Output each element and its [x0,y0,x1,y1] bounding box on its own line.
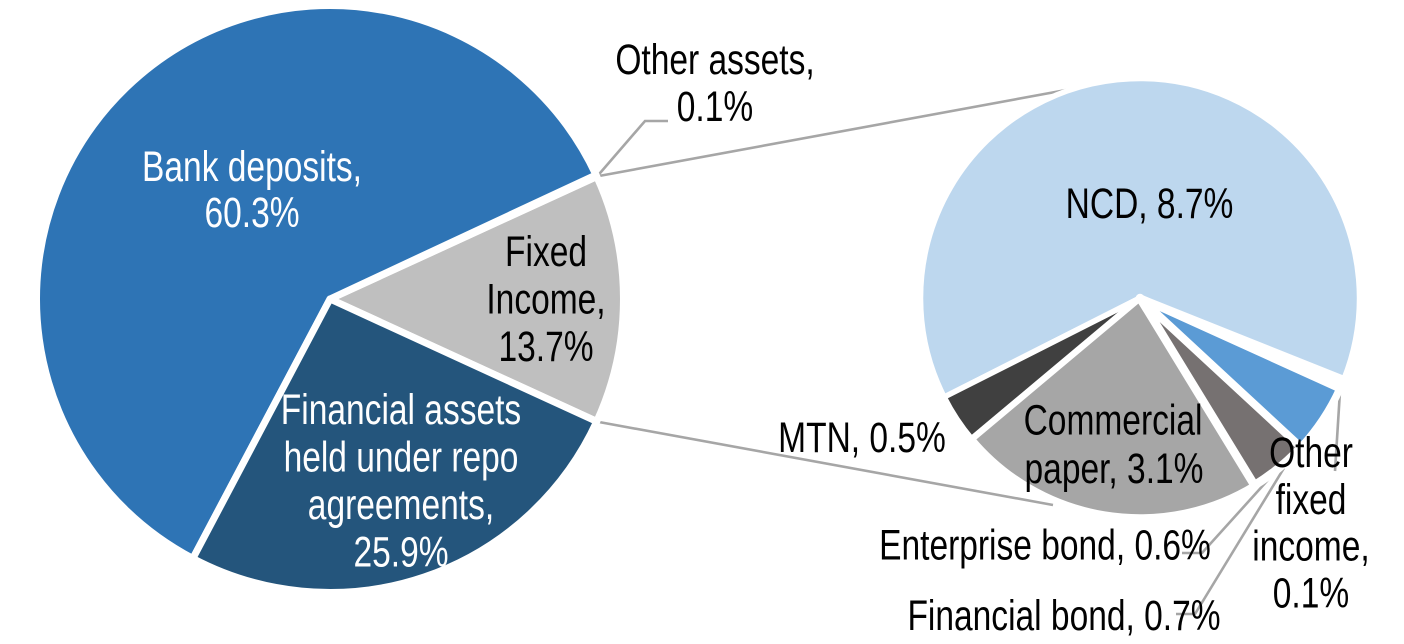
svg-text:Income,: Income, [486,276,605,324]
svg-text:Enterprise bond, 0.6%: Enterprise bond, 0.6% [879,522,1211,570]
svg-text:NCD, 8.7%: NCD, 8.7% [1066,180,1234,228]
svg-text:Fixed: Fixed [505,228,587,276]
svg-text:Bank deposits,: Bank deposits, [142,143,362,191]
svg-text:0.1%: 0.1% [677,83,753,131]
svg-text:Financial bond, 0.7%: Financial bond, 0.7% [907,592,1220,640]
svg-text:0.1%: 0.1% [1273,569,1349,617]
svg-text:held under repo: held under repo [284,434,519,482]
svg-text:MTN, 0.5%: MTN, 0.5% [778,414,946,462]
svg-text:Financial assets: Financial assets [281,386,521,434]
svg-text:paper, 3.1%: paper, 3.1% [1025,445,1204,493]
svg-text:Other assets,: Other assets, [615,36,814,84]
svg-text:Other: Other [1269,429,1353,477]
svg-text:income,: income, [1252,523,1369,571]
svg-text:60.3%: 60.3% [204,189,299,237]
svg-text:Commercial: Commercial [1024,397,1203,445]
svg-text:25.9%: 25.9% [353,529,448,577]
svg-text:fixed: fixed [1276,476,1347,524]
svg-text:agreements,: agreements, [308,481,494,529]
svg-text:13.7%: 13.7% [498,323,593,371]
